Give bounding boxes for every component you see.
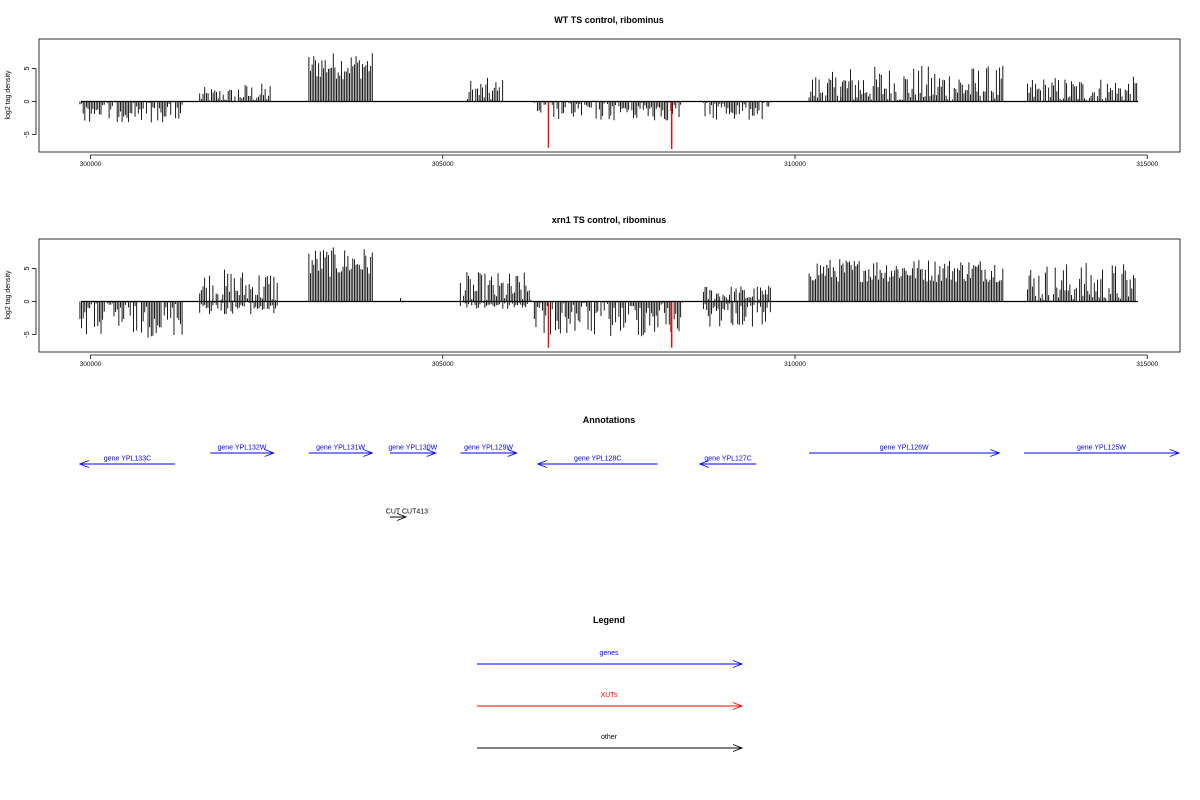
panel-wt-x-axis: 300000 305000 310000 315000 (80, 154, 1158, 168)
annotation-arrow: gene YPL127C (698, 456, 757, 468)
panel-wt: WT TS control, ribominus 300000 305000 310… (5, 15, 1181, 168)
legend-label: other (601, 734, 618, 741)
panel-xrn1-y-axis: -5 0 5 (24, 266, 37, 338)
panel-xrn1-y-label: log2 tag density (5, 270, 12, 320)
legend-panel: Legend genes XUTs other (477, 615, 744, 752)
x-tick-label: 300000 (80, 161, 102, 168)
annotation-label: gene YPL133C (104, 456, 151, 463)
y-tick-label: -5 (24, 331, 31, 337)
y-tick-label: 5 (24, 266, 31, 270)
panel-wt-y-label: log2 tag density (5, 70, 12, 120)
x-tick-label: 315000 (1136, 361, 1158, 368)
annotation-arrow: gene YPL131W (308, 445, 374, 457)
x-tick-label: 315000 (1136, 161, 1158, 168)
annotation-arrow: gene YPL130W (388, 445, 438, 457)
annotation-label: gene YPL131W (316, 445, 365, 452)
legend-entry: XUTs (477, 692, 744, 710)
annotation-arrow: gene YPL125W (1023, 445, 1181, 457)
annotation-arrow: gene YPL129W (460, 445, 518, 457)
panel-xrn1-x-axis: 300000 305000 310000 315000 (80, 354, 1158, 368)
legend-entry: genes (477, 650, 744, 668)
panel-xrn1: xrn1 TS control, ribominus 300000 305000 3… (5, 215, 1181, 368)
y-tick-label: 0 (24, 99, 31, 103)
panel-wt-highlight-bars (547, 101, 673, 150)
panel-wt-y-axis: -5 0 5 (24, 66, 37, 138)
legend-entry: other (477, 734, 744, 752)
annotation-arrow: gene YPL126W (809, 445, 1001, 457)
panel-wt-bars (79, 53, 1138, 123)
annotation-label: gene YPL130W (388, 445, 437, 452)
annotations-title: Annotations (583, 415, 636, 425)
x-tick-label: 305000 (432, 161, 454, 168)
annotation-arrow: CUT CUT413 (386, 509, 428, 521)
panel-wt-title: WT TS control, ribominus (554, 15, 664, 25)
x-tick-label: 300000 (80, 361, 102, 368)
annotation-label: gene YPL126W (880, 445, 929, 452)
y-tick-label: 0 (24, 299, 31, 303)
annotation-arrow: gene YPL128C (536, 456, 658, 468)
annotation-arrow: gene YPL133C (78, 456, 176, 468)
annotation-label: gene YPL132W (218, 445, 267, 452)
panel-xrn1-highlight-bars (547, 301, 673, 348)
annotation-label: gene YPL129W (464, 445, 513, 452)
y-tick-label: 5 (24, 66, 31, 70)
annotation-label: gene YPL128C (574, 456, 621, 463)
legend-label: genes (599, 650, 619, 657)
panel-wt-plot-frame (38, 38, 1181, 153)
annotation-arrow: gene YPL132W (210, 445, 275, 457)
x-tick-label: 305000 (432, 361, 454, 368)
annotation-label: gene YPL125W (1077, 445, 1126, 452)
annotation-features: gene YPL133C gene YPL132W gene YPL131W gene… (78, 445, 1181, 521)
panel-xrn1-bars (79, 247, 1138, 338)
annotation-label: CUT CUT413 (386, 509, 428, 516)
annotation-label: gene YPL127C (704, 456, 751, 463)
x-tick-label: 310000 (784, 361, 806, 368)
legend-entries: genes XUTs other (477, 650, 744, 752)
y-tick-label: -5 (24, 131, 31, 137)
x-tick-label: 310000 (784, 161, 806, 168)
legend-label: XUTs (601, 692, 618, 699)
panel-xrn1-plot-frame (38, 238, 1181, 353)
panel-xrn1-title: xrn1 TS control, ribominus (552, 215, 667, 225)
legend-title: Legend (593, 615, 625, 625)
